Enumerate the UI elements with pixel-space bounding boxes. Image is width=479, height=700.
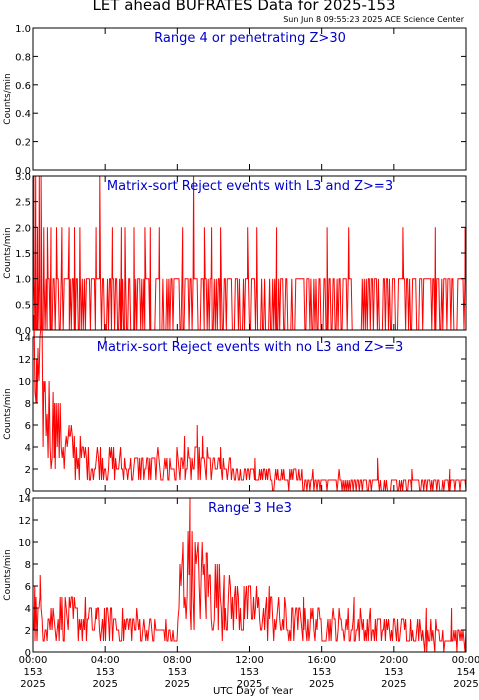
y-tick-label: 2.5 [15,198,31,209]
x-tick-label: 12:00 [235,655,264,666]
y-tick-label: 0.4 [15,109,31,120]
x-tick-label: 153 [240,667,259,678]
x-tick-label: 153 [384,667,403,678]
x-tick-label: 2025 [453,679,478,690]
plot-frame [32,27,467,171]
panel-title: Range 4 or penetrating Z>30 [154,31,346,46]
y-tick-label: 0.8 [15,52,31,63]
y-tick-label: 0 [25,648,31,659]
x-axis-label: UTC Day of Year [213,686,294,697]
y-tick-label: 1.5 [15,249,31,260]
y-tick-label: 4 [25,604,31,615]
x-tick-label: 153 [312,667,331,678]
y-axis-label: Counts/min [3,227,13,278]
y-tick-label: 2 [25,626,31,637]
plot-frame [32,336,467,492]
y-tick-label: 12 [18,516,31,527]
y-axis-label: Counts/min [3,388,13,439]
x-tick-label: 08:00 [163,655,192,666]
y-tick-label: 0.0 [15,326,31,337]
y-axis-label: Counts/min [3,73,13,124]
y-tick-label: 0.2 [15,138,31,149]
series-line [32,175,467,331]
panel-1: 0.0 0.2 0.4 0.6 0.8 1.0 Counts/min Range 4 or p… [3,24,467,177]
y-tick-label: 14 [18,494,31,505]
y-tick-label: 2 [25,465,31,476]
x-tick-label: 16:00 [307,655,336,666]
y-tick-label: 1.0 [15,24,31,35]
series-line [33,497,467,653]
panel-3: 0 2 4 6 8 10 12 14 Counts/min Matrix-sort Reject … [3,314,467,498]
x-tick-label: 20:00 [379,655,408,666]
panel-2: 0.0 0.5 1.0 1.5 2.0 2.5 3.0 Counts/min Matrix-so… [3,172,467,337]
x-tick-label: 2025 [381,679,406,690]
y-tick-label: 2.0 [15,223,31,234]
series-line [33,314,467,492]
y-tick-label: 10 [18,538,31,549]
y-tick-label: 6 [25,421,31,432]
panel-title: Range 3 He3 [208,501,292,516]
y-tick-label: 4 [25,443,31,454]
y-tick-label: 0.6 [15,81,31,92]
panel-4: 0 2 4 6 8 10 12 14 Counts/min Range 3 He3 [3,494,467,659]
y-tick-label: 12 [18,355,31,366]
y-tick-label: 3.0 [15,172,31,183]
y-tick-label: 10 [18,377,31,388]
y-tick-label: 1.0 [15,275,31,286]
x-tick-label: 2025 [92,679,117,690]
x-tick-label: 00:00 [452,655,479,666]
x-tick-label: 04:00 [91,655,120,666]
x-tick-label: 154 [456,667,475,678]
y-tick-label: 0.5 [15,300,31,311]
x-tick-label: 2025 [165,679,190,690]
y-tick-label: 8 [25,560,31,571]
x-tick-label: 2025 [20,679,45,690]
panel-title: Matrix-sort Reject events with L3 and Z>… [107,179,393,194]
y-tick-label: 0 [25,487,31,498]
x-tick-label: 153 [96,667,115,678]
x-tick-label: 00:00 [19,655,48,666]
y-tick-label: 0.0 [15,166,31,177]
y-axis-label: Counts/min [3,549,13,600]
x-tick-label: 153 [168,667,187,678]
y-tick-label: 8 [25,399,31,410]
x-tick-label: 153 [23,667,42,678]
x-tick-label: 2025 [309,679,334,690]
timestamp: Sun Jun 8 09:55:23 2025 ACE Science Cent… [283,15,465,24]
x-tick-label: 2025 [237,679,262,690]
panel-title: Matrix-sort Reject events with no L3 and… [97,340,404,355]
y-tick-label: 14 [18,333,31,344]
y-tick-label: 6 [25,582,31,593]
chart-title: LET ahead BUFRATES Data for 2025-153 [92,0,395,14]
